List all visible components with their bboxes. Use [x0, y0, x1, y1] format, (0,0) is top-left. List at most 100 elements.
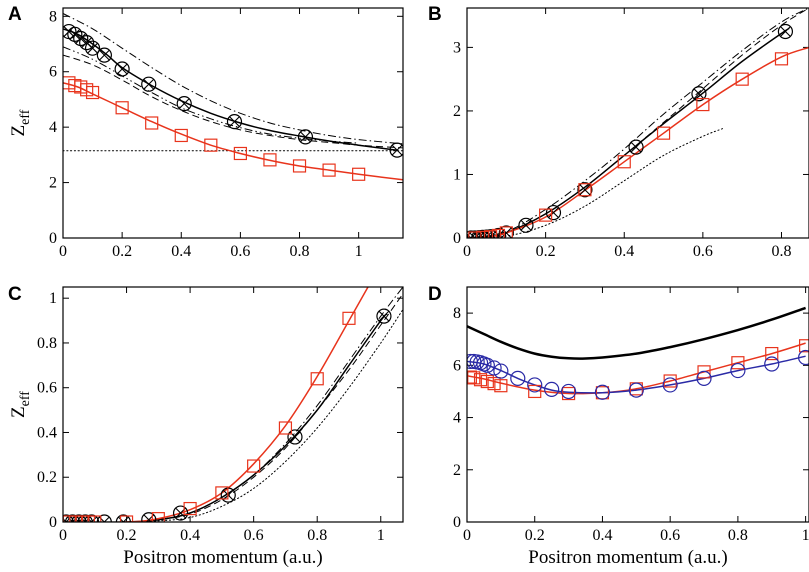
panel-b-crossed-circle-marker: [490, 227, 507, 238]
panel-b-crossed-circle-marker: [691, 86, 707, 102]
panel-d-frame: [466, 286, 809, 523]
panel-b-xtick-label: 0.4: [614, 243, 634, 260]
panel-b-square-marker: [468, 231, 482, 238]
panel-d-ytick-label: 4: [453, 410, 461, 427]
panel-a: A 0 0.2 0.4 0.6 0.8 1 0 2 4 6 8 Zeff: [8, 4, 404, 260]
panel-d-series-solid-blue: [467, 355, 806, 394]
panel-c-series-solid-red: [63, 287, 369, 522]
panel-c-square-marker: [342, 311, 356, 325]
panel-c-xtick-label: 0.8: [307, 527, 327, 544]
panel-c-square-marker: [151, 512, 165, 522]
panel-b-xtick-label: 0: [463, 243, 471, 260]
panel-b-square-marker: [656, 126, 671, 140]
panel-d-circle-marker: [594, 384, 611, 400]
panel-b-square-marker: [483, 230, 498, 238]
panel-b-series-dash-dot: [467, 8, 809, 238]
panel-d-circle-marker: [510, 370, 526, 386]
panel-a-series-dash-dot: [63, 13, 403, 145]
panel-c-ylabel: Zeff: [8, 391, 33, 418]
panel-a-square-marker: [292, 159, 307, 173]
panel-d-circle-marker: [544, 381, 560, 397]
panel-d-square-marker: [494, 379, 508, 393]
panel-a-crossed-circle-marker: [297, 129, 314, 145]
panel-b-square-marker: [539, 208, 553, 222]
panel-c-ytick-label: 0: [49, 514, 57, 531]
panel-c-plot-area: [63, 287, 403, 522]
panel-a-xtick-label: 0.8: [290, 243, 310, 260]
panel-d-xlabel: Positron momentum (a.u.): [528, 547, 727, 568]
panel-c-xtick-label: 0.6: [244, 527, 264, 544]
panel-a-ylabel-sub: eff: [18, 109, 33, 125]
panel-a-plot-area: [63, 13, 403, 181]
panel-c-ytick-label: 0.6: [37, 380, 57, 397]
panel-a-frame: [62, 7, 404, 239]
panel-c-series-dash-dot: [63, 287, 403, 522]
panel-a-letter: A: [8, 4, 22, 25]
panel-c-square-marker: [88, 515, 102, 522]
panel-b-square-marker: [491, 228, 506, 238]
panel-d-square-marker: [467, 370, 477, 384]
panel-d-circle-marker: [486, 360, 502, 376]
panel-c-ytick-label: 1: [49, 290, 57, 307]
panel-d-square-marker: [765, 346, 779, 361]
panel-d-circle-marker: [696, 370, 712, 386]
panel-b-crossed-circle-marker: [479, 229, 495, 238]
panel-d-square-marker: [561, 386, 576, 401]
panel-b-crossed-circle-marker: [467, 230, 483, 238]
panel-a-crossed-circle-marker: [84, 40, 101, 56]
panel-a-crossed-circle-marker: [114, 61, 130, 77]
panel-d-xtick-label: 0.8: [728, 527, 748, 544]
panel-b-square-marker: [735, 72, 749, 86]
panel-d-circle-marker: [628, 382, 644, 398]
panel-c-xtick-label: 0: [59, 527, 67, 544]
panel-b-letter: B: [428, 4, 442, 25]
panel-b: B 0 0.2 0.4 0.6 0.8 0 1 2 3: [428, 4, 809, 260]
panel-d-circle-marker: [560, 383, 577, 400]
panel-d-xtick-label: 0: [463, 527, 471, 544]
panel-d-ytick-label: 0: [453, 514, 461, 531]
panel-c-square-marker: [247, 459, 261, 473]
panel-b-crossed-circle-marker: [518, 217, 534, 233]
panel-d-square-marker: [697, 365, 711, 379]
panel-b-series-solid-red: [467, 46, 809, 238]
panel-b-series-solid-black: [467, 27, 790, 238]
panel-c-series-dashed: [63, 293, 403, 522]
panel-c-square-marker: [215, 486, 229, 500]
panel-c-crossed-circle-marker: [172, 505, 189, 521]
panel-d-ytick-label: 6: [453, 357, 461, 374]
panel-d-xtick-label: 0.2: [525, 527, 545, 544]
panel-b-xtick-label: 0.8: [771, 243, 791, 260]
panel-a-square-marker: [145, 116, 159, 130]
panel-d-xtick-label: 0.4: [592, 527, 612, 544]
panel-a-series-dashed: [63, 54, 403, 149]
panel-d-square-marker: [528, 384, 542, 399]
panel-b-ytick-label: 1: [453, 166, 461, 183]
panel-a-square-marker: [322, 163, 336, 177]
panel-b-frame: [466, 7, 809, 239]
panel-d-circle-marker: [479, 357, 495, 373]
panel-b-ytick-label: 3: [453, 39, 461, 56]
panel-a-xtick-label: 0.4: [171, 243, 191, 260]
panel-d-letter: D: [428, 284, 442, 305]
panel-c-xtick-label: 0.2: [117, 527, 137, 544]
panel-a-ytick-label: 6: [49, 64, 57, 81]
panel-a-crossed-circle-marker: [176, 96, 192, 112]
panel-c-xtick-label: 1: [377, 527, 385, 544]
panel-a-square-marker: [233, 146, 247, 161]
panel-b-square-marker: [774, 52, 789, 66]
panel-d-xtick-label: 0.6: [660, 527, 680, 544]
panel-a-square-marker: [174, 128, 188, 143]
panel-b-square-marker: [476, 230, 490, 238]
panel-d-circle-marker: [493, 363, 509, 379]
panel-c-square-marker: [183, 501, 197, 516]
panel-b-series-dashed: [467, 8, 809, 238]
panel-c-letter: C: [8, 284, 22, 305]
panel-b-ytick-label: 2: [453, 103, 461, 120]
panel-d-circle-marker: [764, 356, 780, 372]
panel-d-circle-marker: [730, 362, 746, 379]
panel-a-crossed-circle-marker: [96, 47, 112, 63]
panel-c-crossed-circle-marker: [287, 429, 303, 445]
panel-a-crossed-circle-marker: [141, 76, 157, 92]
panel-d-circle-marker: [527, 377, 543, 393]
